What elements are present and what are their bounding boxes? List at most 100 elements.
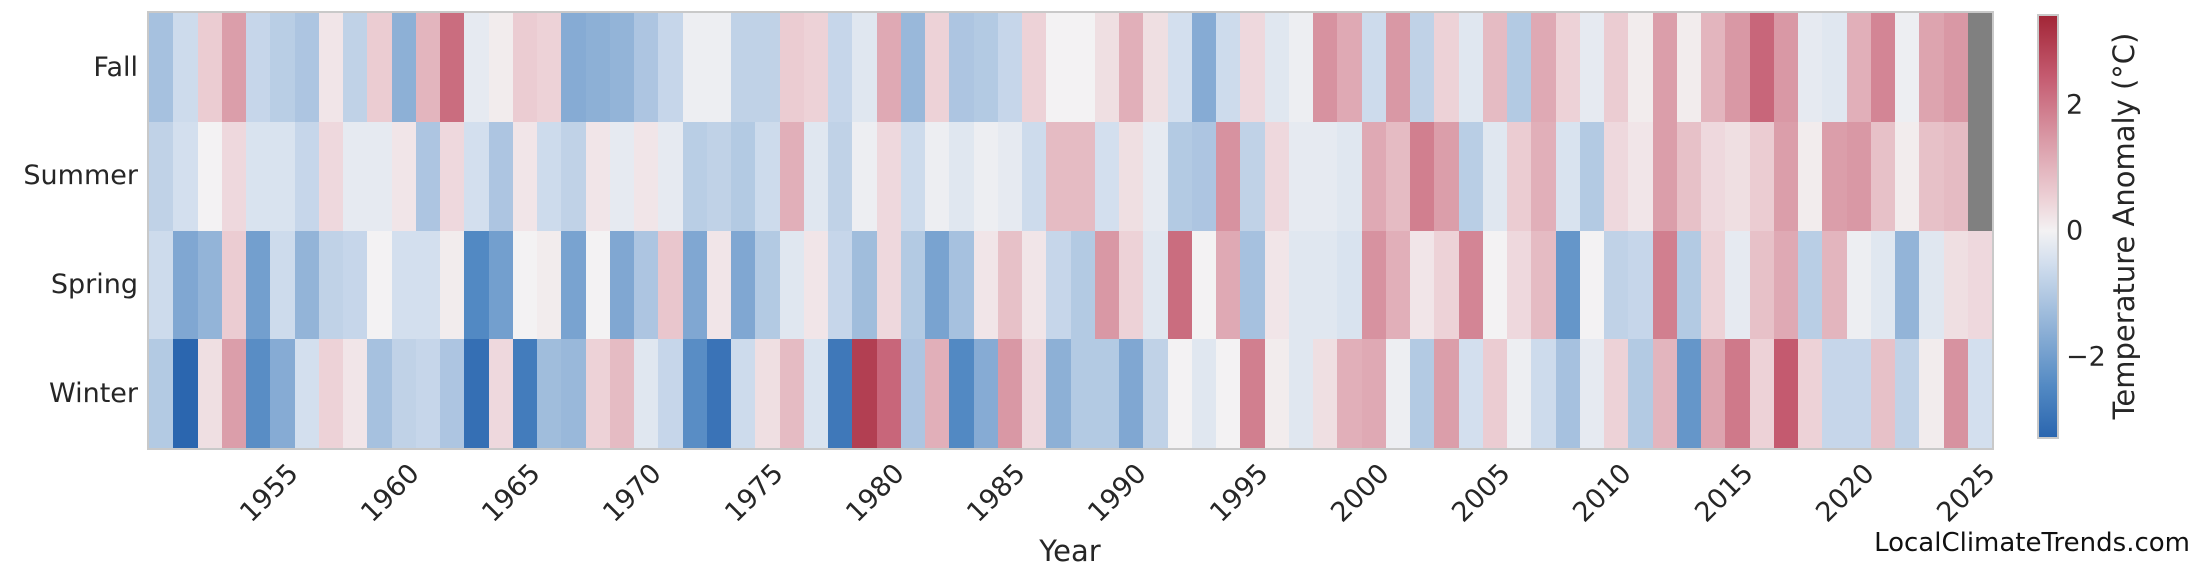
cell-summer-2022 — [1895, 121, 1920, 231]
cell-summer-1972 — [682, 121, 707, 231]
cell-fall-1964 — [488, 13, 513, 122]
cell-winter-1983 — [949, 339, 974, 448]
cell-spring-1990 — [1119, 230, 1144, 340]
cell-spring-1950 — [149, 230, 174, 340]
cell-winter-1987 — [1046, 339, 1071, 448]
heatmap-row-summer — [149, 121, 1992, 231]
cell-winter-2015 — [1725, 339, 1750, 448]
cell-fall-2005 — [1482, 13, 1507, 122]
cell-fall-1969 — [609, 13, 634, 122]
cell-summer-1994 — [1216, 121, 1241, 231]
cell-winter-1970 — [634, 339, 659, 448]
cell-summer-2025 — [1967, 121, 1992, 231]
cell-fall-2019 — [1822, 13, 1847, 122]
cell-winter-2004 — [1458, 339, 1483, 448]
cell-winter-1975 — [755, 339, 780, 448]
cell-spring-2020 — [1846, 230, 1871, 340]
cell-fall-1989 — [1094, 13, 1119, 122]
cell-fall-1979 — [852, 13, 877, 122]
cell-fall-1996 — [1264, 13, 1289, 122]
cell-spring-1962 — [440, 230, 465, 340]
x-tick-2025: 2025 — [1931, 458, 2002, 529]
cell-summer-2011 — [1628, 121, 1653, 231]
cell-winter-1992 — [1167, 339, 1192, 448]
cell-summer-1991 — [1143, 121, 1168, 231]
cell-winter-1957 — [318, 339, 343, 448]
cell-fall-1966 — [537, 13, 562, 122]
cell-spring-2007 — [1531, 230, 1556, 340]
cell-fall-2017 — [1773, 13, 1798, 122]
cell-fall-1984 — [973, 13, 998, 122]
cell-summer-1968 — [585, 121, 610, 231]
cell-fall-1993 — [1191, 13, 1216, 122]
row-label-fall: Fall — [93, 52, 138, 83]
cell-winter-2013 — [1676, 339, 1701, 448]
cell-winter-1973 — [706, 339, 731, 448]
cell-summer-1978 — [828, 121, 853, 231]
cell-winter-2006 — [1507, 339, 1532, 448]
cell-fall-1959 — [367, 13, 392, 122]
cell-winter-1995 — [1240, 339, 1265, 448]
cell-summer-2000 — [1361, 121, 1386, 231]
cell-fall-2009 — [1579, 13, 1604, 122]
row-label-summer: Summer — [23, 160, 138, 191]
colorbar-tick--2: −2 — [2066, 341, 2106, 373]
cell-winter-2003 — [1434, 339, 1459, 448]
cell-spring-2024 — [1943, 230, 1968, 340]
cell-summer-2009 — [1579, 121, 1604, 231]
cell-winter-1974 — [731, 339, 756, 448]
cell-fall-1987 — [1046, 13, 1071, 122]
cell-spring-2015 — [1725, 230, 1750, 340]
cell-fall-2013 — [1676, 13, 1701, 122]
cell-summer-2020 — [1846, 121, 1871, 231]
cell-summer-1966 — [537, 121, 562, 231]
cell-winter-1959 — [367, 339, 392, 448]
cell-spring-1993 — [1191, 230, 1216, 340]
cell-spring-1957 — [318, 230, 343, 340]
cell-fall-2008 — [1555, 13, 1580, 122]
x-tick-2005: 2005 — [1446, 458, 1517, 529]
cell-summer-2012 — [1652, 121, 1677, 231]
cell-summer-2013 — [1676, 121, 1701, 231]
cell-winter-1978 — [828, 339, 853, 448]
cell-winter-2017 — [1773, 339, 1798, 448]
cell-fall-1977 — [803, 13, 828, 122]
cell-fall-1976 — [779, 13, 804, 122]
cell-fall-1988 — [1070, 13, 1095, 122]
cell-summer-1974 — [731, 121, 756, 231]
x-tick-1975: 1975 — [718, 458, 790, 529]
cell-fall-2025 — [1967, 13, 1992, 122]
cell-fall-2011 — [1628, 13, 1653, 122]
cell-spring-2003 — [1434, 230, 1459, 340]
colorbar — [2037, 14, 2059, 439]
cell-spring-2002 — [1410, 230, 1435, 340]
cell-fall-1992 — [1167, 13, 1192, 122]
cell-spring-1961 — [415, 230, 440, 340]
cell-winter-1967 — [561, 339, 586, 448]
cell-spring-1952 — [197, 230, 222, 340]
cell-summer-1964 — [488, 121, 513, 231]
cell-summer-1993 — [1191, 121, 1216, 231]
cell-winter-1953 — [221, 339, 246, 448]
cell-fall-2024 — [1943, 13, 1968, 122]
cell-winter-1966 — [537, 339, 562, 448]
cell-winter-2010 — [1604, 339, 1629, 448]
cell-spring-1982 — [925, 230, 950, 340]
cell-winter-1963 — [464, 339, 489, 448]
cell-summer-1989 — [1094, 121, 1119, 231]
cell-fall-1958 — [343, 13, 368, 122]
cell-fall-2018 — [1798, 13, 1823, 122]
cell-spring-1970 — [634, 230, 659, 340]
cell-summer-1963 — [464, 121, 489, 231]
cell-winter-1990 — [1119, 339, 1144, 448]
cell-summer-2003 — [1434, 121, 1459, 231]
cell-spring-1987 — [1046, 230, 1071, 340]
cell-summer-1987 — [1046, 121, 1071, 231]
row-label-spring: Spring — [50, 269, 138, 300]
x-tick-1980: 1980 — [840, 458, 911, 529]
cell-summer-2006 — [1507, 121, 1532, 231]
cell-winter-1969 — [609, 339, 634, 448]
cell-fall-1960 — [391, 13, 416, 122]
cell-winter-1998 — [1313, 339, 1338, 448]
cell-summer-1975 — [755, 121, 780, 231]
